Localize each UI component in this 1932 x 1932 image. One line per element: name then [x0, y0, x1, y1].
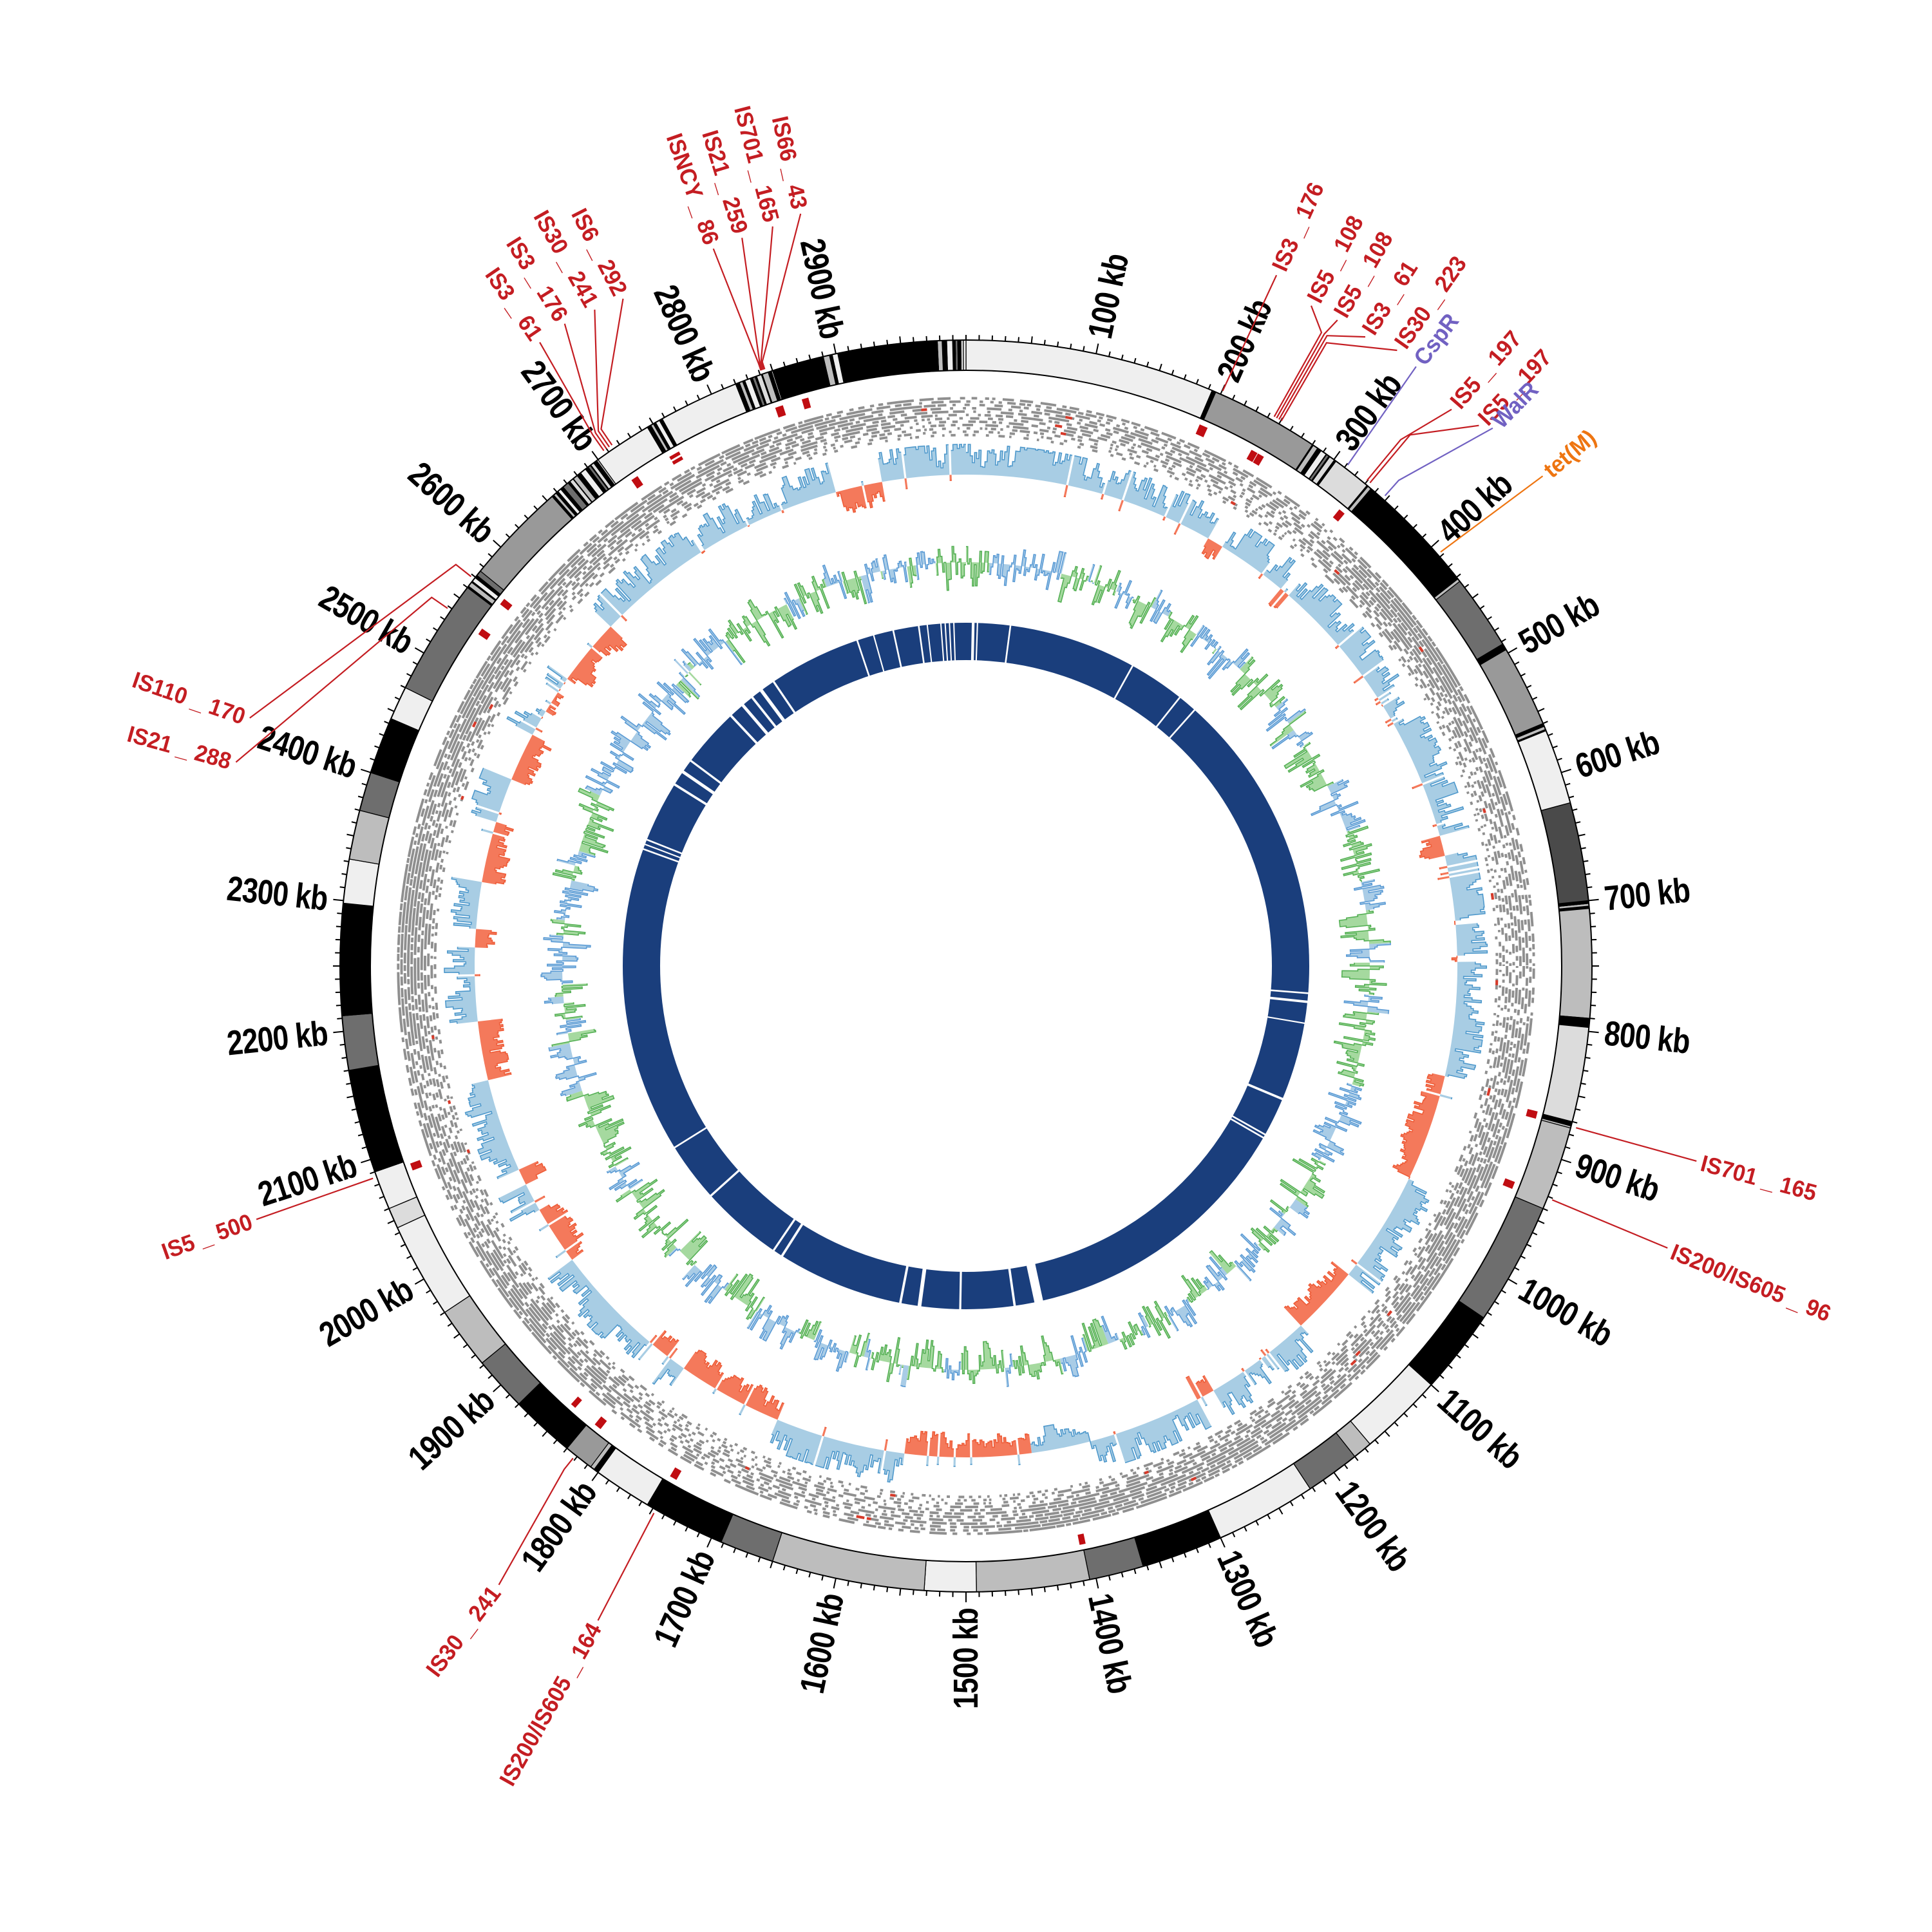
svg-text:1500 kb: 1500 kb: [947, 1608, 985, 1709]
svg-text:700 kb: 700 kb: [1602, 871, 1691, 918]
svg-text:800 kb: 800 kb: [1602, 1014, 1691, 1061]
